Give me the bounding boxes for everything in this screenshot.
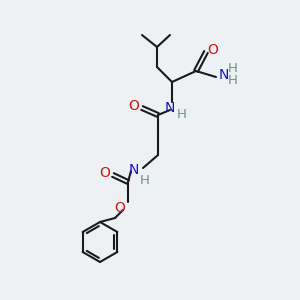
Text: O: O	[115, 201, 125, 215]
Text: O: O	[208, 43, 218, 57]
Text: O: O	[129, 99, 140, 113]
Text: H: H	[228, 62, 238, 76]
Text: H: H	[228, 74, 238, 88]
Text: H: H	[177, 107, 187, 121]
Text: H: H	[140, 175, 150, 188]
Text: N: N	[165, 101, 175, 115]
Text: N: N	[129, 163, 139, 177]
Text: N: N	[219, 68, 229, 82]
Text: O: O	[100, 166, 110, 180]
